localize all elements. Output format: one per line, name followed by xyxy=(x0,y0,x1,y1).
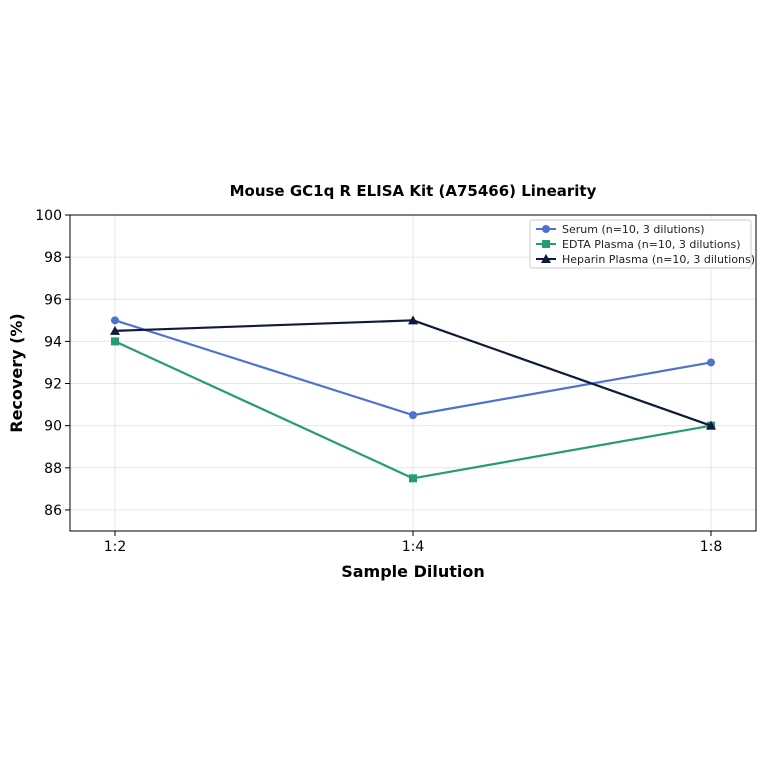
y-tick-label: 96 xyxy=(44,292,62,308)
legend-marker xyxy=(541,254,551,263)
series-3 xyxy=(110,315,716,430)
x-axis-label: Sample Dilution xyxy=(341,562,485,581)
chart-title: Mouse GC1q R ELISA Kit (A75466) Linearit… xyxy=(230,182,597,200)
data-point xyxy=(409,474,417,483)
legend-item: Heparin Plasma (n=10, 3 dilutions) xyxy=(536,253,755,266)
y-tick-label: 86 xyxy=(44,503,62,519)
data-point xyxy=(707,358,715,367)
data-point xyxy=(111,316,119,325)
data-point xyxy=(409,411,417,420)
data-series xyxy=(110,315,716,483)
axis-ticks: 1:2 1:4 1:8 86 88 90 92 94 96 98 100 xyxy=(35,208,722,555)
legend-frame xyxy=(529,219,752,269)
y-axis-label: Recovery (%) xyxy=(7,313,26,432)
y-tick-label: 98 xyxy=(44,250,62,266)
y-tick-label: 88 xyxy=(44,461,62,477)
legend-label: EDTA Plasma (n=10, 3 dilutions) xyxy=(562,238,741,251)
x-tick-label: 1:4 xyxy=(402,539,425,555)
legend-item: Serum (n=10, 3 dilutions) xyxy=(536,223,705,236)
series-1 xyxy=(111,316,715,420)
data-point xyxy=(110,325,120,335)
data-point xyxy=(706,420,716,430)
y-tick-label: 100 xyxy=(35,208,62,224)
x-tick-label: 1:2 xyxy=(104,539,127,555)
y-tick-label: 90 xyxy=(44,419,62,435)
legend-label: Heparin Plasma (n=10, 3 dilutions) xyxy=(562,253,755,266)
legend-label: Serum (n=10, 3 dilutions) xyxy=(562,223,705,236)
data-point xyxy=(408,315,418,325)
legend-marker xyxy=(542,225,550,233)
y-tick-label: 94 xyxy=(44,334,62,350)
y-tick-label: 92 xyxy=(44,377,62,393)
legend: Serum (n=10, 3 dilutions) EDTA Plasma (n=… xyxy=(529,219,755,269)
x-tick-label: 1:8 xyxy=(700,539,723,555)
data-point xyxy=(111,337,119,346)
legend-item: EDTA Plasma (n=10, 3 dilutions) xyxy=(536,238,741,251)
legend-marker xyxy=(542,240,550,248)
